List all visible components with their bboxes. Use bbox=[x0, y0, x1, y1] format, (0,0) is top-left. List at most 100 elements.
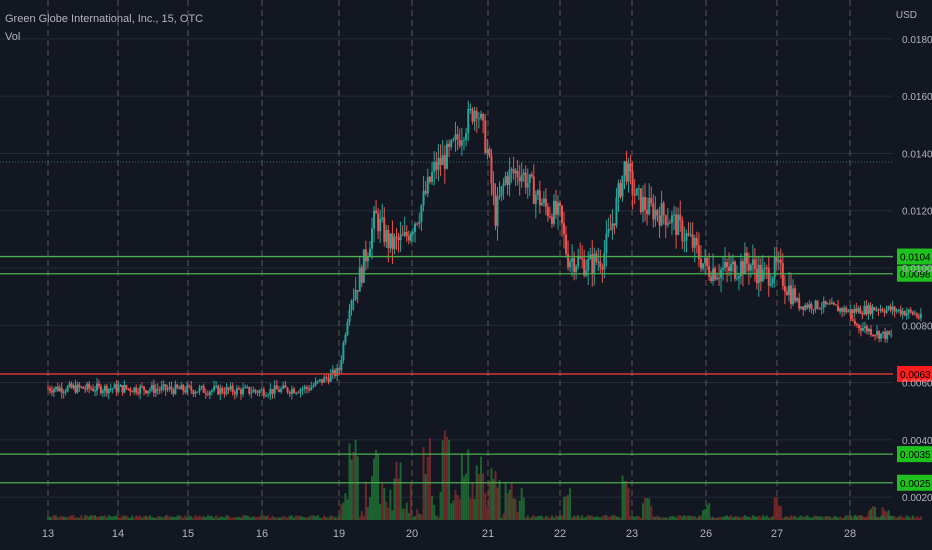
volume-bar bbox=[101, 516, 104, 520]
volume-bar bbox=[609, 516, 612, 520]
candle-body bbox=[726, 262, 729, 267]
volume-bar bbox=[802, 516, 805, 520]
candle-body bbox=[516, 170, 519, 178]
volume-bar bbox=[554, 515, 557, 520]
candle-body bbox=[364, 249, 367, 262]
volume-bar bbox=[62, 516, 65, 520]
price-axis[interactable]: 0.0180 0.0160 0.0140 0.0120 0.0100 0.0080 0.00… bbox=[902, 35, 932, 504]
candle-body bbox=[88, 383, 91, 389]
volume-bar bbox=[837, 517, 840, 520]
candle-body bbox=[550, 216, 553, 224]
level-label: 0.0063 bbox=[900, 370, 931, 381]
candle-body bbox=[310, 386, 313, 391]
candle-body bbox=[724, 262, 727, 268]
candle-body bbox=[771, 277, 774, 284]
candle-body bbox=[859, 328, 862, 331]
volume-bar bbox=[80, 515, 83, 520]
volume-bar bbox=[90, 515, 93, 520]
candle-body bbox=[420, 205, 423, 222]
candle-body bbox=[47, 388, 49, 390]
volume-bar bbox=[534, 516, 537, 520]
volume-bar bbox=[303, 517, 306, 520]
volume-bar bbox=[530, 516, 533, 520]
volume-bar bbox=[905, 515, 908, 520]
volume-bar bbox=[579, 517, 582, 520]
chart-legend: Green Globe International, Inc., 15, OTC… bbox=[5, 10, 203, 46]
candle-body bbox=[348, 310, 351, 323]
candle-body bbox=[64, 391, 67, 393]
candle-body bbox=[125, 385, 128, 389]
volume-bar bbox=[219, 516, 222, 520]
candle-body bbox=[820, 307, 823, 309]
level-label: 0.0104 bbox=[900, 253, 931, 264]
volume-bar bbox=[401, 508, 404, 520]
candle-body bbox=[691, 234, 694, 248]
volume-bar bbox=[490, 468, 493, 520]
volume-bar bbox=[356, 456, 359, 520]
volume-bar bbox=[658, 517, 661, 520]
volume-bar bbox=[668, 516, 671, 520]
candle-body bbox=[248, 386, 251, 394]
candle-body bbox=[899, 309, 902, 315]
volume-bar bbox=[504, 482, 507, 520]
candle-body bbox=[344, 334, 347, 343]
candle-body bbox=[790, 285, 793, 305]
candle-body bbox=[857, 308, 860, 312]
volume-bar bbox=[810, 517, 813, 520]
candle-body bbox=[500, 186, 503, 196]
candle-body bbox=[872, 334, 875, 336]
time-axis[interactable]: 13 14 15 16 19 20 21 22 23 26 27 28 bbox=[42, 528, 856, 540]
volume-bar bbox=[64, 517, 67, 520]
volume-bar bbox=[913, 517, 916, 520]
volume-bar bbox=[314, 516, 317, 520]
volume-bar bbox=[728, 516, 731, 520]
candle-body bbox=[426, 176, 429, 194]
volume-label[interactable]: Vol bbox=[5, 31, 21, 43]
x-tick-label: 16 bbox=[256, 528, 268, 540]
horizontal-levels[interactable]: 0.0104 0.0098 0.0063 0.0035 0.0025 bbox=[0, 248, 932, 491]
candle-body bbox=[127, 388, 130, 390]
candle-body bbox=[767, 267, 770, 286]
candle-body bbox=[591, 254, 594, 274]
volume-bar bbox=[154, 517, 157, 520]
candle-body bbox=[729, 264, 732, 271]
candle-body bbox=[718, 277, 721, 279]
candle-body bbox=[443, 155, 446, 169]
candle-body bbox=[452, 139, 455, 141]
volume-bar bbox=[237, 516, 240, 520]
candle-body bbox=[510, 169, 513, 171]
candle-body bbox=[50, 390, 53, 393]
volume-bar bbox=[575, 516, 578, 520]
candle-body bbox=[265, 395, 268, 397]
symbol-title[interactable]: Green Globe International, Inc., 15, OTC bbox=[5, 13, 204, 25]
candle-body bbox=[133, 387, 136, 393]
volume-bar bbox=[321, 517, 324, 520]
volume-bar bbox=[536, 516, 539, 520]
volume-bar bbox=[178, 515, 181, 520]
x-tick-label: 15 bbox=[182, 528, 194, 540]
candle-body bbox=[465, 133, 468, 140]
volume-bar bbox=[288, 515, 291, 520]
candle-body bbox=[97, 383, 100, 386]
candle-body bbox=[488, 148, 491, 156]
volume-bar bbox=[687, 515, 690, 520]
candle-body bbox=[362, 249, 365, 283]
candle-body bbox=[884, 331, 887, 339]
candle-body bbox=[785, 291, 788, 295]
volume-bar bbox=[414, 515, 417, 520]
candle-body bbox=[834, 304, 837, 306]
candle-body bbox=[221, 388, 224, 393]
volume-bar bbox=[800, 515, 803, 520]
volume-bar bbox=[621, 475, 624, 520]
volume-bar bbox=[156, 516, 159, 520]
candle-body bbox=[375, 210, 378, 214]
candle-body bbox=[178, 387, 181, 390]
candle-body bbox=[271, 388, 274, 394]
volume-bar bbox=[818, 516, 821, 520]
volume-bar bbox=[712, 516, 715, 520]
candle-body bbox=[246, 386, 249, 388]
candle-body bbox=[99, 385, 102, 394]
volume-bar bbox=[540, 515, 543, 520]
candle-body bbox=[462, 139, 465, 141]
